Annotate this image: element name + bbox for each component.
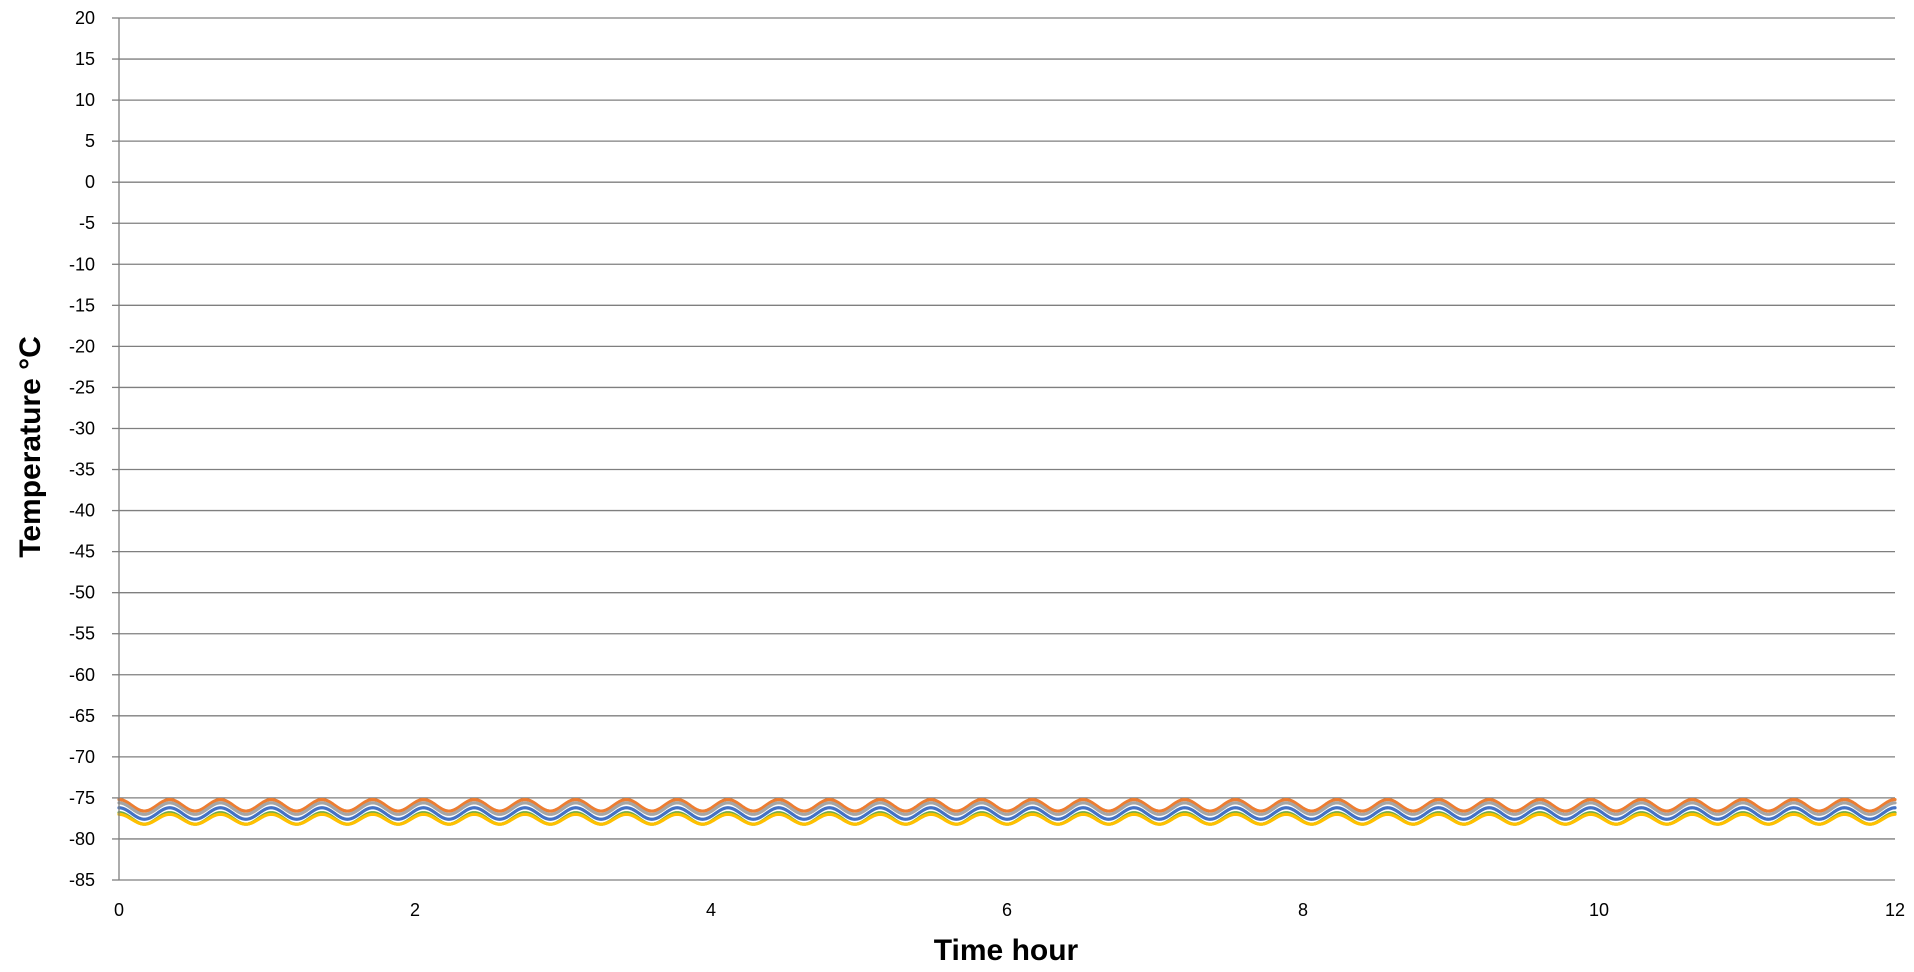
y-tick-label: -20 [69, 336, 95, 356]
y-tick-label: 20 [75, 8, 95, 28]
y-tick-label: 15 [75, 49, 95, 69]
y-tick-label: -5 [79, 213, 95, 233]
y-tick-label: -15 [69, 295, 95, 315]
y-tick-labels: 20 15 10 5 0 -5 -10 -15 -20 -25 -30 -35 -40 -45 -50 -55… [69, 8, 95, 890]
y-tick-label: -35 [69, 460, 95, 480]
y-tick-label: 0 [85, 172, 95, 192]
x-tick-label: 2 [410, 900, 420, 920]
y-tick-label: -75 [69, 788, 95, 808]
x-tick-label: 10 [1589, 900, 1609, 920]
axes [112, 17, 1895, 881]
x-tick-label: 4 [706, 900, 716, 920]
y-tick-label: -85 [69, 870, 95, 890]
series-line-1 [117, 797, 1897, 813]
x-tick-label: 6 [1002, 900, 1012, 920]
y-tick-label: -70 [69, 747, 95, 767]
y-tick-label: -30 [69, 418, 95, 438]
x-tick-label: 8 [1298, 900, 1308, 920]
series-line-3 [117, 806, 1897, 821]
y-tick-label: -55 [69, 624, 95, 644]
gridlines [119, 17, 1895, 840]
y-tick-label: 10 [75, 90, 95, 110]
x-tick-label: 0 [114, 900, 124, 920]
y-tick-label: -50 [69, 583, 95, 603]
y-tick-label: -65 [69, 706, 95, 726]
series-lines [117, 797, 1897, 826]
series-line-2 [117, 801, 1897, 816]
y-tick-label: -10 [69, 254, 95, 274]
x-axis-title: Time hour [934, 934, 1079, 967]
y-tick-label: -40 [69, 501, 95, 521]
y-tick-label: -80 [69, 829, 95, 849]
y-axis-title: Temperature °C [14, 336, 47, 558]
y-tick-label: -45 [69, 542, 95, 562]
series-line-5 [117, 812, 1897, 826]
x-tick-label: 12 [1885, 900, 1905, 920]
x-tick-labels: 0 2 4 6 8 10 12 [114, 900, 1905, 920]
y-tick-label: 5 [85, 131, 95, 151]
y-tick-label: -60 [69, 665, 95, 685]
y-tick-label: -25 [69, 377, 95, 397]
